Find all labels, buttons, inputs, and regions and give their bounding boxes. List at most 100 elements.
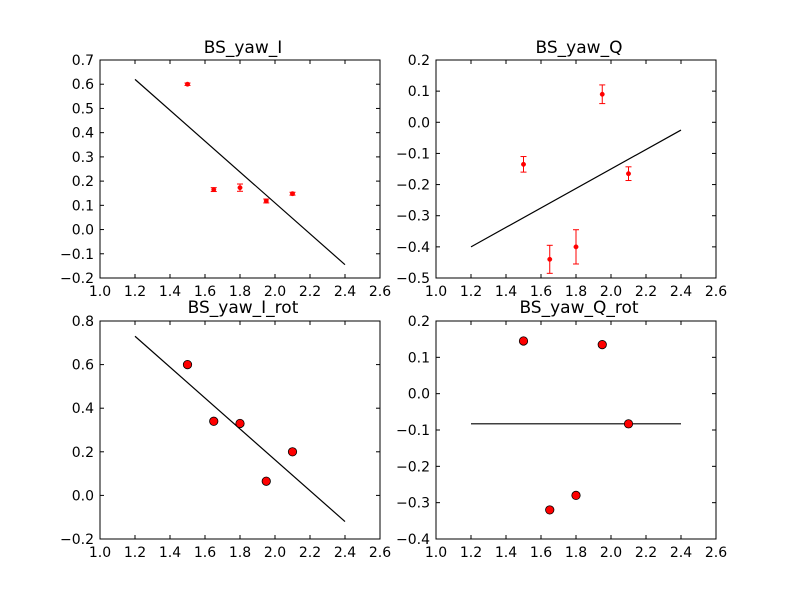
y-tick-label: 0.4	[72, 126, 94, 142]
y-tick-label: −0.4	[396, 240, 430, 256]
data-point	[571, 490, 581, 500]
x-tick-label: 2.6	[705, 545, 727, 561]
x-tick-label: 1.8	[565, 545, 587, 561]
y-tick-label: 0.0	[72, 223, 94, 239]
y-tick-label: 0.2	[408, 314, 430, 330]
y-tick-label: 0.2	[408, 53, 430, 69]
x-tick-label: 1.6	[194, 284, 216, 300]
data-point	[545, 505, 555, 515]
x-tick-label: 1.0	[425, 545, 447, 561]
subplot-bs-yaw-q-rot: 1.0 1.2 1.4 1.6 1.8 2.0 2.2 2.4 2.6 −0.4 −0.3 −0.2 −…	[396, 298, 727, 561]
y-tick-label: −0.1	[60, 247, 94, 263]
x-tick-label: 2.0	[264, 284, 286, 300]
y-tick-label: 0.1	[72, 198, 94, 214]
x-tick-label: 1.6	[194, 545, 216, 561]
y-tick-label: 0.0	[72, 488, 94, 504]
y-tick-label: −0.1	[396, 423, 430, 439]
x-tick-label: 1.0	[425, 284, 447, 300]
data-point	[626, 171, 631, 177]
x-tick-label: 2.2	[635, 284, 657, 300]
subplot-bs-yaw-q: 1.0 1.2 1.4 1.6 1.8 2.0 2.2 2.4 2.6 −0.5 −0.4 −0.3 −…	[396, 38, 727, 300]
subplot-title: BS_yaw_Q_rot	[519, 298, 638, 318]
y-tick-label: −0.2	[396, 459, 430, 475]
y-tick-label: −0.1	[396, 146, 430, 162]
x-tick-label: 1.4	[159, 545, 181, 561]
y-tick-label: −0.3	[396, 496, 430, 512]
data-point	[287, 447, 298, 457]
x-tick-label: 1.2	[460, 545, 482, 561]
data-point	[182, 359, 193, 370]
data-point	[290, 191, 295, 197]
x-tick-label: 2.4	[334, 284, 356, 300]
x-tick-label: 2.2	[299, 545, 321, 561]
subplot-bs-yaw-i: 1.0 1.2 1.4 1.6 1.8 2.0 2.2 2.4 2.6 −0.2 −0.1 0.0 0.…	[60, 38, 391, 300]
data-point	[261, 476, 271, 486]
data-point	[263, 198, 269, 204]
data-point	[573, 244, 579, 250]
subplot-title: BS_yaw_I_rot	[188, 298, 299, 318]
subplot-title: BS_yaw_I	[204, 38, 283, 58]
x-tick-label: 2.6	[369, 545, 391, 561]
y-tick-label: −0.5	[396, 271, 430, 287]
x-tick-label: 2.4	[670, 284, 692, 300]
y-tick-label: 0.6	[72, 358, 94, 374]
data-point	[623, 419, 634, 429]
data-point	[235, 418, 245, 429]
x-tick-label: 1.2	[460, 284, 482, 300]
y-tick-label: −0.4	[396, 532, 430, 548]
y-tick-label: 0.1	[408, 350, 430, 366]
y-tick-label: 0.0	[408, 115, 430, 131]
x-tick-label: 2.6	[369, 284, 391, 300]
y-tick-label: 0.5	[72, 101, 94, 117]
y-tick-label: 0.7	[72, 53, 94, 69]
x-tick-label: 2.2	[299, 284, 321, 300]
y-tick-label: −0.3	[396, 209, 430, 225]
x-tick-label: 1.0	[89, 284, 111, 300]
subplot-title: BS_yaw_Q	[536, 38, 623, 58]
data-point	[521, 161, 526, 167]
axes-frame	[99, 320, 381, 540]
x-tick-label: 1.4	[159, 284, 181, 300]
data-point	[518, 336, 529, 346]
y-tick-label: −0.2	[396, 178, 430, 194]
x-tick-label: 1.4	[495, 284, 517, 300]
x-tick-label: 2.2	[635, 545, 657, 561]
y-tick-label: 0.8	[72, 314, 94, 330]
x-tick-label: 1.2	[124, 545, 146, 561]
x-tick-label: 1.2	[124, 284, 146, 300]
x-tick-label: 1.6	[530, 545, 552, 561]
y-tick-label: 0.4	[72, 401, 94, 417]
x-tick-label: 2.4	[334, 545, 356, 561]
data-point	[237, 185, 243, 191]
y-tick-label: 0.6	[72, 77, 94, 93]
data-point	[599, 91, 605, 97]
data-point	[597, 340, 607, 350]
axes-frame	[435, 320, 717, 540]
y-tick-label: 0.2	[72, 445, 94, 461]
subplot-bs-yaw-i-rot: 1.0 1.2 1.4 1.6 1.8 2.0 2.2 2.4 2.6 −0.2 0.0 0.2 0.4…	[60, 298, 391, 561]
x-tick-label: 2.0	[264, 545, 286, 561]
x-tick-label: 2.4	[670, 545, 692, 561]
y-tick-label: −0.2	[60, 271, 94, 287]
data-point	[547, 256, 553, 262]
x-tick-label: 2.0	[600, 284, 622, 300]
y-tick-label: 0.2	[72, 174, 94, 190]
x-tick-label: 1.0	[89, 545, 111, 561]
y-tick-label: 0.0	[408, 387, 430, 403]
x-tick-label: 1.8	[229, 545, 251, 561]
data-point	[211, 187, 217, 193]
fit-line	[134, 335, 346, 523]
x-tick-label: 2.0	[600, 545, 622, 561]
data-point	[209, 416, 219, 426]
y-tick-label: 0.1	[408, 84, 430, 100]
y-tick-label: 0.3	[72, 150, 94, 166]
x-tick-label: 1.8	[565, 284, 587, 300]
x-tick-label: 1.6	[530, 284, 552, 300]
x-tick-label: 1.4	[495, 545, 517, 561]
data-point	[185, 81, 190, 87]
x-tick-label: 2.6	[705, 284, 727, 300]
axes-frame	[99, 59, 381, 279]
x-tick-label: 1.8	[229, 284, 251, 300]
